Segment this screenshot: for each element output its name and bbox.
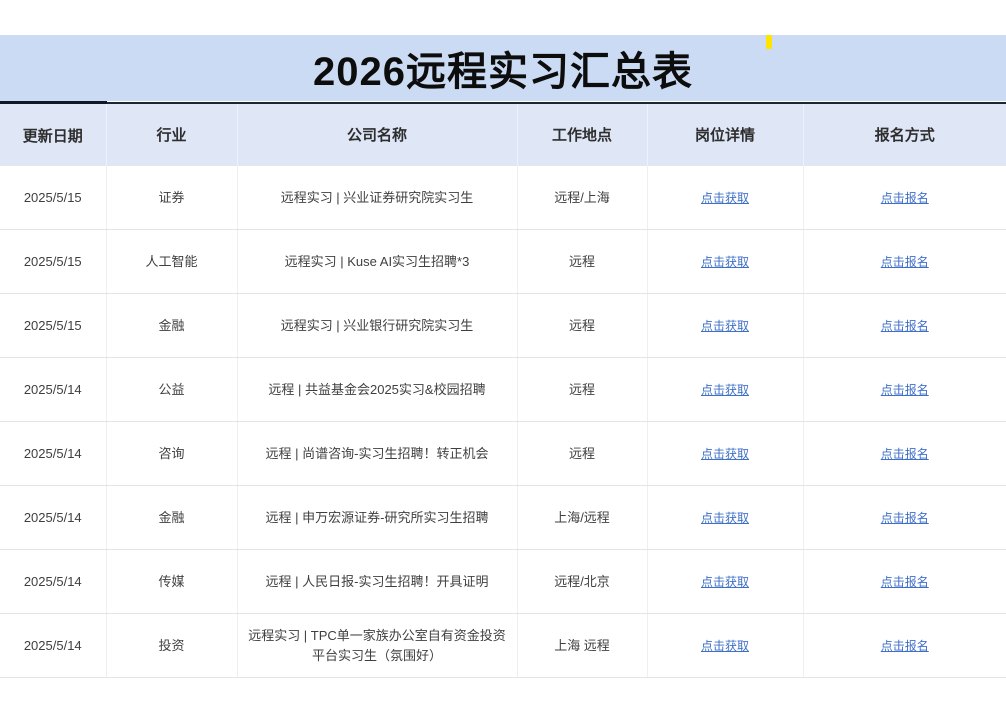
table-row: 2025/5/15 金融 远程实习 | 兴业银行研究院实习生 远程 点击获取 点… xyxy=(0,293,1006,358)
column-header-date: 更新日期 xyxy=(0,101,107,166)
details-link[interactable]: 点击获取 xyxy=(700,510,749,525)
job-details-cell: 点击获取 xyxy=(647,166,804,230)
company-name-cell: 远程实习 | Kuse AI实习生招聘*3 xyxy=(237,229,518,294)
update-date-cell: 2025/5/14 xyxy=(0,613,107,678)
company-name-cell: 远程实习 | 兴业证券研究院实习生 xyxy=(237,166,518,230)
company-name-cell: 远程 | 申万宏源证券-研究所实习生招聘 xyxy=(237,485,518,550)
table-row: 2025/5/15 人工智能 远程实习 | Kuse AI实习生招聘*3 远程 … xyxy=(0,229,1006,294)
company-name-cell: 远程实习 | 兴业银行研究院实习生 xyxy=(237,293,518,358)
apply-link[interactable]: 点击报名 xyxy=(880,574,929,589)
title-banner: 2026远程实习汇总表 xyxy=(0,35,1006,101)
table-body: 2025/5/15 证券 远程实习 | 兴业证券研究院实习生 远程/上海 点击获… xyxy=(0,166,1006,678)
column-header-industry: 行业 xyxy=(106,101,238,166)
apply-link[interactable]: 点击报名 xyxy=(880,638,929,653)
update-date-cell: 2025/5/15 xyxy=(0,229,107,294)
apply-cell: 点击报名 xyxy=(803,166,1006,230)
apply-link[interactable]: 点击报名 xyxy=(880,510,929,525)
update-date-cell: 2025/5/15 xyxy=(0,166,107,230)
job-details-cell: 点击获取 xyxy=(647,293,804,358)
apply-link[interactable]: 点击报名 xyxy=(880,254,929,269)
work-location-cell: 上海 远程 xyxy=(517,613,648,678)
job-details-cell: 点击获取 xyxy=(647,613,804,678)
column-header-company: 公司名称 xyxy=(237,101,518,166)
company-name-cell: 远程 | 人民日报-实习生招聘！开具证明 xyxy=(237,549,518,614)
details-link[interactable]: 点击获取 xyxy=(700,254,749,269)
apply-cell: 点击报名 xyxy=(803,421,1006,486)
company-name-cell: 远程 | 共益基金会2025实习&校园招聘 xyxy=(237,357,518,422)
industry-cell: 咨询 xyxy=(106,421,238,486)
details-link[interactable]: 点击获取 xyxy=(700,446,749,461)
details-link[interactable]: 点击获取 xyxy=(700,190,749,205)
industry-cell: 金融 xyxy=(106,293,238,358)
update-date-cell: 2025/5/14 xyxy=(0,421,107,486)
apply-link[interactable]: 点击报名 xyxy=(880,318,929,333)
work-location-cell: 上海/远程 xyxy=(517,485,648,550)
table-row: 2025/5/14 投资 远程实习 | TPC单一家族办公室自有资金投资平台实习… xyxy=(0,613,1006,678)
column-header-apply: 报名方式 xyxy=(803,101,1006,166)
update-date-cell: 2025/5/14 xyxy=(0,549,107,614)
industry-cell: 投资 xyxy=(106,613,238,678)
work-location-cell: 远程 xyxy=(517,421,648,486)
work-location-cell: 远程/上海 xyxy=(517,166,648,230)
apply-link[interactable]: 点击报名 xyxy=(880,446,929,461)
industry-cell: 传媒 xyxy=(106,549,238,614)
company-name-cell: 远程实习 | TPC单一家族办公室自有资金投资平台实习生（氛围好） xyxy=(237,613,518,678)
update-date-cell: 2025/5/15 xyxy=(0,293,107,358)
table-row: 2025/5/14 传媒 远程 | 人民日报-实习生招聘！开具证明 远程/北京 … xyxy=(0,549,1006,614)
page-title: 2026远程实习汇总表 xyxy=(313,50,693,94)
table-row: 2025/5/14 公益 远程 | 共益基金会2025实习&校园招聘 远程 点击… xyxy=(0,357,1006,422)
column-header-location: 工作地点 xyxy=(517,101,648,166)
details-link[interactable]: 点击获取 xyxy=(700,318,749,333)
company-name-cell: 远程 | 尚谱咨询-实习生招聘！转正机会 xyxy=(237,421,518,486)
apply-cell: 点击报名 xyxy=(803,549,1006,614)
work-location-cell: 远程 xyxy=(517,357,648,422)
table-header: 更新日期 行业 公司名称 工作地点 岗位详情 报名方式 xyxy=(0,101,1006,166)
work-location-cell: 远程/北京 xyxy=(517,549,648,614)
job-details-cell: 点击获取 xyxy=(647,485,804,550)
table-row: 2025/5/14 咨询 远程 | 尚谱咨询-实习生招聘！转正机会 远程 点击获… xyxy=(0,421,1006,486)
details-link[interactable]: 点击获取 xyxy=(700,638,749,653)
table-row: 2025/5/14 金融 远程 | 申万宏源证券-研究所实习生招聘 上海/远程 … xyxy=(0,485,1006,550)
apply-link[interactable]: 点击报名 xyxy=(880,190,929,205)
apply-cell: 点击报名 xyxy=(803,613,1006,678)
internship-table: 更新日期 行业 公司名称 工作地点 岗位详情 报名方式 2025/5/15 证券… xyxy=(0,101,1006,678)
job-details-cell: 点击获取 xyxy=(647,357,804,422)
details-link[interactable]: 点击获取 xyxy=(700,574,749,589)
work-location-cell: 远程 xyxy=(517,293,648,358)
yellow-highlight-mark xyxy=(766,35,772,49)
work-location-cell: 远程 xyxy=(517,229,648,294)
update-date-cell: 2025/5/14 xyxy=(0,357,107,422)
column-header-details: 岗位详情 xyxy=(647,101,804,166)
industry-cell: 人工智能 xyxy=(106,229,238,294)
apply-cell: 点击报名 xyxy=(803,229,1006,294)
job-details-cell: 点击获取 xyxy=(647,549,804,614)
details-link[interactable]: 点击获取 xyxy=(700,382,749,397)
job-details-cell: 点击获取 xyxy=(647,229,804,294)
update-date-cell: 2025/5/14 xyxy=(0,485,107,550)
job-details-cell: 点击获取 xyxy=(647,421,804,486)
table-row: 2025/5/15 证券 远程实习 | 兴业证券研究院实习生 远程/上海 点击获… xyxy=(0,166,1006,230)
apply-cell: 点击报名 xyxy=(803,357,1006,422)
apply-cell: 点击报名 xyxy=(803,293,1006,358)
industry-cell: 公益 xyxy=(106,357,238,422)
apply-link[interactable]: 点击报名 xyxy=(880,382,929,397)
industry-cell: 证券 xyxy=(106,166,238,230)
industry-cell: 金融 xyxy=(106,485,238,550)
apply-cell: 点击报名 xyxy=(803,485,1006,550)
